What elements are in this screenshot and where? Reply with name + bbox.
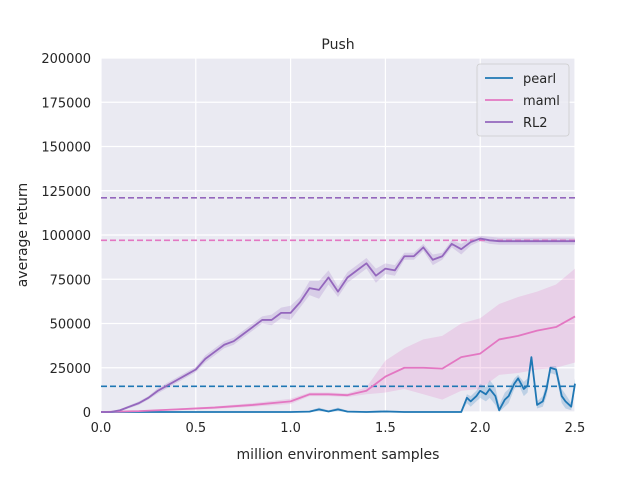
y-tick-label: 75000 <box>50 273 91 288</box>
pearl-line <box>101 356 576 413</box>
grid <box>100 57 576 413</box>
confidence-bands <box>101 235 575 412</box>
x-axis-label: million environment samples <box>237 447 440 463</box>
x-tick-label: 1.0 <box>280 421 301 436</box>
y-tick-label: 200000 <box>41 52 91 67</box>
legend-box <box>476 63 570 137</box>
x-tick-label: 0.5 <box>185 421 206 436</box>
x-tick-label: 2.0 <box>470 421 491 436</box>
reference-lines <box>101 197 575 388</box>
legend: pearl maml RL2 <box>476 63 570 137</box>
y-axis-label: average return <box>15 183 31 288</box>
RL2-line <box>101 237 575 413</box>
x-tick-label: 2.5 <box>565 421 586 436</box>
x-tick-label: 1.5 <box>375 421 396 436</box>
maml-confidence-band <box>101 268 575 412</box>
y-tick-label: 175000 <box>41 96 91 111</box>
y-tick-label: 25000 <box>50 362 91 377</box>
pearl-confidence-band <box>101 357 575 412</box>
y-tick-label: 150000 <box>41 141 91 156</box>
chart-title: Push <box>321 37 354 53</box>
y-ticks: 0 25000 50000 75000 100000 125000 150000 175000… <box>41 52 91 421</box>
series-lines <box>100 237 576 413</box>
y-tick-label: 50000 <box>50 318 91 333</box>
legend-label-RL2: RL2 <box>523 116 548 131</box>
x-ticks: 0.0 0.5 1.0 1.5 2.0 2.5 <box>91 421 586 436</box>
y-tick-label: 0 <box>83 406 91 421</box>
x-tick-label: 0.0 <box>91 421 112 436</box>
y-tick-label: 100000 <box>41 229 91 244</box>
legend-label-maml: maml <box>523 94 560 109</box>
y-tick-label: 125000 <box>41 185 91 200</box>
legend-label-pearl: pearl <box>523 72 556 87</box>
maml-line <box>100 315 576 413</box>
